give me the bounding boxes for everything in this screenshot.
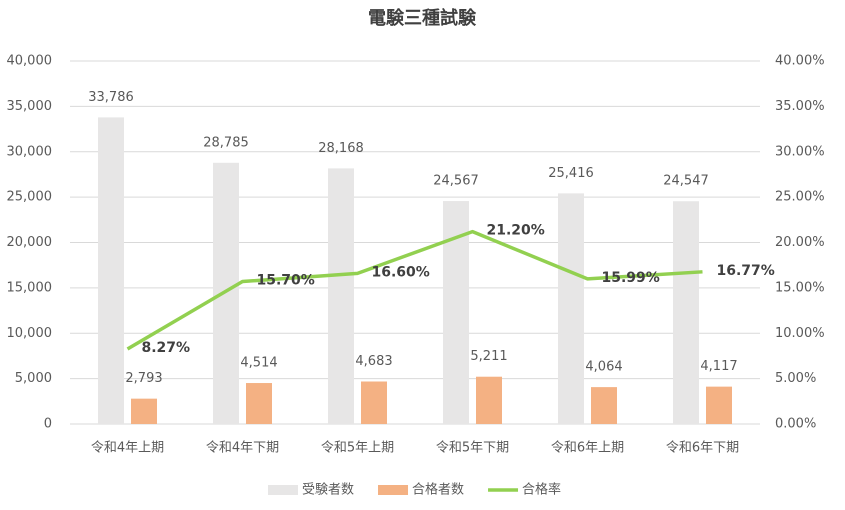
bar: [246, 383, 272, 424]
y-tick-label: 5,000: [15, 371, 52, 386]
y-tick-label: 35,000: [7, 99, 53, 114]
bar: [673, 201, 699, 424]
y2-tick-label: 15.00%: [775, 280, 825, 295]
value-label: 16.77%: [717, 263, 775, 279]
value-label: 25,416: [548, 166, 594, 181]
y2-tick-label: 10.00%: [775, 326, 825, 341]
y-tick-label: 20,000: [7, 235, 53, 250]
bar: [361, 381, 387, 424]
y2-tick-label: 25.00%: [775, 190, 825, 205]
bar: [213, 162, 239, 424]
y-tick-label: 30,000: [7, 144, 53, 159]
x-tick-label: 令和4年下期: [206, 441, 279, 456]
bar: [558, 193, 584, 424]
value-label: 15.70%: [257, 273, 315, 289]
legend-label: 合格者数: [412, 482, 464, 498]
legend-label: 合格率: [522, 482, 561, 498]
y-tick-label: 40,000: [7, 54, 53, 69]
value-label: 16.60%: [372, 264, 430, 280]
value-label: 28,168: [318, 141, 364, 156]
y-tick-label: 10,000: [7, 326, 53, 341]
x-tick-label: 令和5年上期: [321, 441, 394, 456]
value-label: 4,683: [355, 354, 392, 369]
value-label: 8.27%: [142, 340, 191, 356]
y2-tick-label: 30.00%: [775, 144, 825, 159]
value-label: 4,117: [700, 359, 737, 374]
value-label: 21.20%: [487, 223, 545, 239]
y2-tick-label: 40.00%: [775, 54, 825, 69]
value-label: 4,514: [240, 356, 277, 371]
x-tick-label: 令和4年上期: [91, 441, 164, 456]
value-label: 33,786: [88, 90, 134, 105]
bar: [591, 387, 617, 424]
y-tick-label: 15,000: [7, 280, 53, 295]
chart-title: 電験三種試験: [368, 7, 477, 29]
bar: [328, 168, 354, 424]
x-tick-label: 令和5年下期: [436, 441, 509, 456]
y2-tick-label: 0.00%: [775, 417, 816, 432]
line: [126, 229, 703, 351]
value-label: 2,793: [125, 371, 162, 386]
legend-label: 受験者数: [302, 483, 354, 498]
y-tick-label: 0: [44, 417, 52, 432]
y-tick-label: 25,000: [7, 190, 53, 205]
value-label: 15.99%: [602, 270, 660, 286]
legend-swatch: [268, 485, 298, 495]
y2-tick-label: 20.00%: [775, 235, 825, 250]
value-label: 24,567: [433, 174, 479, 189]
y2-tick-label: 5.00%: [775, 371, 816, 386]
x-tick-label: 令和6年下期: [666, 441, 739, 456]
y2-tick-label: 35.00%: [775, 99, 825, 114]
bar: [476, 376, 502, 424]
bar: [98, 117, 124, 424]
value-label: 4,064: [585, 360, 622, 375]
x-tick-label: 令和6年上期: [551, 441, 624, 456]
value-label: 5,211: [470, 349, 507, 364]
bar: [131, 398, 157, 424]
value-label: 28,785: [203, 135, 249, 150]
value-label: 24,547: [663, 174, 709, 189]
bar: [706, 386, 732, 424]
legend-swatch: [378, 485, 409, 495]
